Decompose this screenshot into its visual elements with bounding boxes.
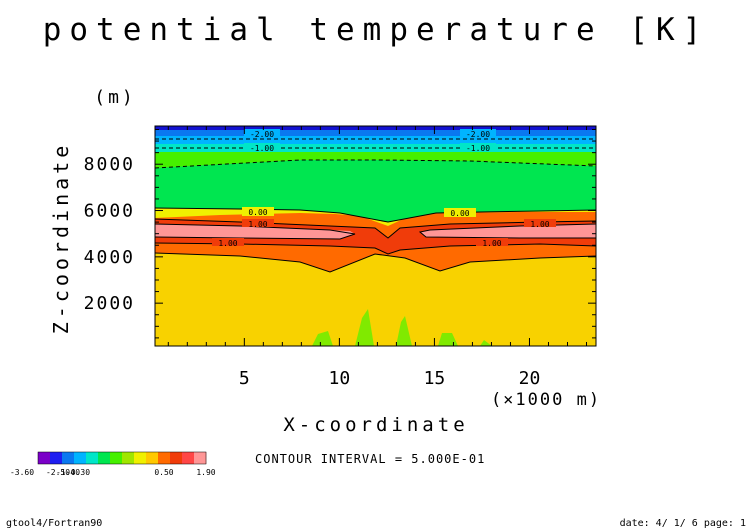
colorbar-swatch: [74, 452, 87, 464]
y-axis-label: Z-coordinate: [49, 142, 73, 335]
colorbar-tick-labels: -3.60 -2.50-1.40-0.30 0.50 1.90: [10, 468, 216, 477]
y-tick-label: 4000: [84, 247, 135, 268]
x-unit-label: (×1000 m): [491, 390, 601, 410]
y-tick-label: 8000: [84, 154, 135, 175]
colorbar-swatch: [134, 452, 147, 464]
contour-labels: -2.00 -1.00 0.00 1.00 1.00 -2.00 -1.00 0…: [212, 129, 556, 248]
contour-label: 1.00: [530, 220, 549, 229]
colorbar-tick-label: 1.90: [196, 468, 215, 477]
x-tick-label: 15: [424, 368, 446, 389]
fill-light-red: [420, 224, 596, 238]
colorbar-tick-label: -2.50: [46, 468, 70, 477]
colorbar-tick-label: -3.60: [10, 468, 34, 477]
contour-label: 1.00: [248, 220, 267, 229]
x-tick-label: 20: [519, 368, 541, 389]
axis-ticks: [155, 126, 596, 346]
contour-line: [155, 242, 596, 255]
contour-label: 0.00: [450, 209, 469, 218]
colorbar-frame: [37, 451, 207, 465]
fill-blue: [155, 126, 596, 136]
contour-interval-text: CONTOUR INTERVAL = 5.000E-01: [255, 452, 485, 466]
contour-label: -1.00: [250, 144, 274, 153]
contour-label: 0.00: [248, 208, 267, 217]
fill-light-red: [155, 224, 355, 239]
plot-frame: [154, 125, 597, 347]
y-tick-label: 2000: [84, 293, 135, 314]
contour-label: 1.00: [218, 239, 237, 248]
colorbar-swatch: [98, 452, 111, 464]
fill-hill: [355, 309, 374, 346]
colorbar-swatch: [170, 452, 183, 464]
colorbar-swatch: [86, 452, 99, 464]
fill-hill: [396, 316, 412, 346]
colorbar-swatch: [38, 452, 51, 464]
colorbar-swatch: [122, 452, 135, 464]
colorbar: [37, 451, 207, 465]
x-tick-label: 5: [239, 368, 250, 389]
colorbar-tick-label: -0.30: [66, 468, 90, 477]
y-tick-labels: 2000 4000 6000 8000: [84, 154, 135, 314]
contour-label: -1.00: [466, 144, 490, 153]
y-tick-label: 6000: [84, 201, 135, 222]
contour-line: [155, 159, 596, 169]
colorbar-tick-label: 0.50: [154, 468, 173, 477]
contour-line: [155, 252, 596, 273]
fill-top-blue: [155, 126, 596, 130]
x-axis-label: X-coordinate: [283, 414, 468, 436]
x-tick-labels: 5 10 15 20: [239, 368, 540, 389]
colorbar-swatch: [50, 452, 63, 464]
colorbar-swatch: [182, 452, 195, 464]
y-unit-label: (m): [94, 87, 136, 108]
colorbar-tick-label: -1.40: [56, 468, 80, 477]
chart-title: potential temperature [K]: [43, 12, 710, 48]
fill-hill: [480, 340, 492, 346]
colorbar-swatch: [194, 452, 207, 464]
colorbar-swatch: [62, 452, 75, 464]
colorbar-swatch: [110, 452, 123, 464]
contour-label: 1.00: [482, 239, 501, 248]
colorbar-swatch: [158, 452, 171, 464]
plot-area: -2.00 -1.00 0.00 1.00 1.00 -2.00 -1.00 0…: [154, 125, 597, 347]
footer-right: date: 4/ 1/ 6 page: 1: [620, 518, 746, 529]
footer-left: gtool4/Fortran90: [6, 518, 102, 529]
colorbar-swatch: [146, 452, 159, 464]
contour-label: -2.00: [466, 130, 490, 139]
contour-lines: [155, 138, 596, 273]
contour-label: -2.00: [250, 130, 274, 139]
x-tick-label: 10: [329, 368, 351, 389]
contour-line: [418, 223, 596, 239]
fill-hill: [312, 331, 333, 346]
